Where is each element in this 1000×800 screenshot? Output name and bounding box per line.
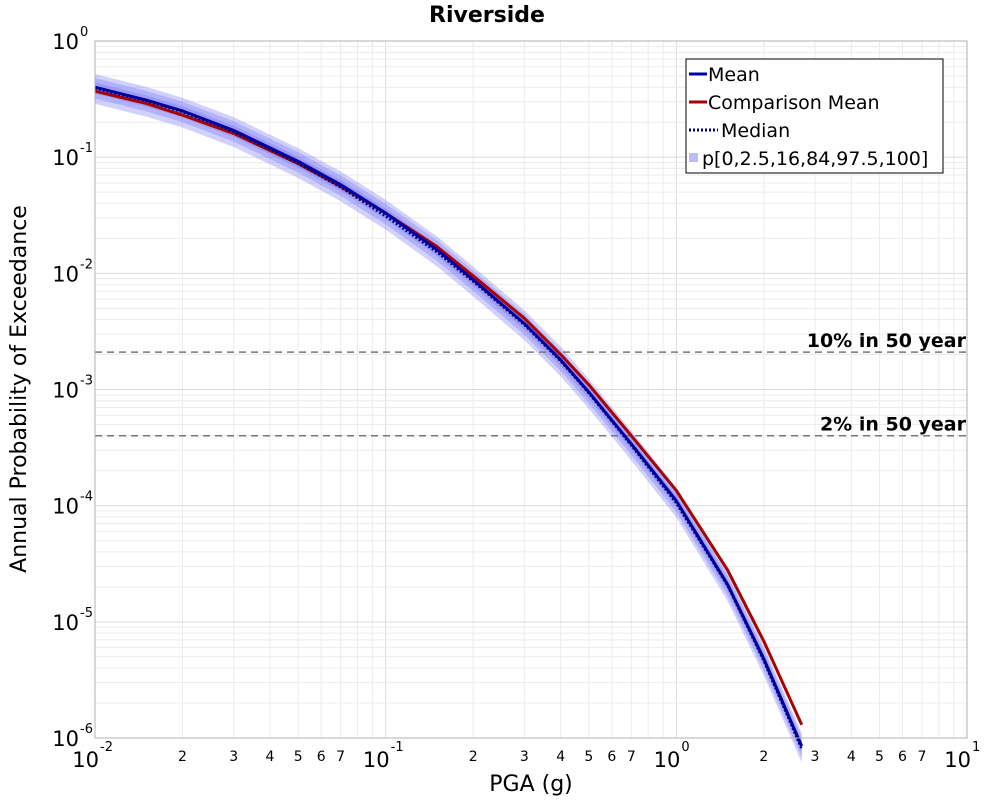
plot-frame [94, 40, 968, 739]
x-minor-tick-label: 4 [847, 749, 856, 765]
legend: Mean Comparison Mean Median p[0,2.5,16,8… [685, 58, 944, 174]
x-minor-tick-label: 7 [918, 749, 927, 765]
x-minor-tick-label: 5 [294, 749, 303, 765]
legend-median-label: Median [721, 120, 790, 142]
legend-box [685, 58, 944, 174]
x-minor-tick-label: 6 [317, 749, 326, 765]
x-minor-tick-label: 7 [336, 749, 345, 765]
series-line-median [94, 87, 803, 750]
y-major-tick-exponent: -4 [80, 490, 93, 505]
y-axis-label: Annual Probability of Exceedance [7, 205, 32, 573]
x-minor-tick-label: 6 [898, 749, 907, 765]
x-minor-tick-label: 6 [607, 749, 616, 765]
x-major-tick-exponent: -2 [100, 740, 113, 755]
reference-lines: 10% in 50 year 2% in 50 year [95, 330, 967, 437]
x-minor-tick-label: 3 [811, 749, 820, 765]
y-major-tick-label: 10 [52, 727, 79, 751]
x-minor-tick-label: 2 [178, 749, 187, 765]
x-minor-tick-label: 4 [556, 749, 565, 765]
x-minor-tick-label: 2 [759, 749, 768, 765]
x-axis-label: PGA (g) [489, 772, 573, 797]
grid-lines [94, 41, 967, 739]
x-minor-tick-label: 5 [875, 749, 884, 765]
series-lines [94, 85, 804, 750]
legend-mean-label: Mean [708, 64, 760, 86]
reference-line-label: 10% in 50 year [807, 330, 967, 352]
x-minor-tick-label: 3 [520, 749, 529, 765]
y-major-tick-exponent: -2 [80, 257, 93, 272]
legend-percentile-swatch [689, 153, 698, 162]
x-major-tick-label: 10 [72, 748, 99, 772]
x-minor-tick-label: 5 [584, 749, 593, 765]
y-major-tick-label: 10 [52, 611, 79, 635]
x-major-tick-label: 10 [944, 748, 971, 772]
series-line-comparison-mean [94, 89, 804, 726]
x-major-tick-label: 10 [363, 748, 390, 772]
y-major-tick-exponent: 0 [80, 25, 88, 40]
x-major-tick-label: 10 [654, 748, 681, 772]
x-major-tick-exponent: -1 [391, 740, 404, 755]
y-major-tick-exponent: -5 [80, 606, 93, 621]
y-major-tick-label: 10 [52, 262, 79, 286]
x-major-tick-exponent: 0 [681, 740, 689, 755]
y-major-tick-exponent: -3 [80, 374, 93, 389]
y-major-tick-label: 10 [52, 146, 79, 170]
y-major-tick-label: 10 [52, 495, 79, 519]
y-major-tick-label: 10 [52, 30, 79, 54]
x-minor-tick-label: 4 [266, 749, 275, 765]
legend-percentile-label: p[0,2.5,16,84,97.5,100] [702, 148, 928, 170]
y-major-tick-exponent: -1 [80, 141, 93, 156]
x-minor-tick-label: 7 [627, 749, 636, 765]
reference-line-label: 2% in 50 year [820, 414, 967, 436]
y-major-tick-exponent: -6 [80, 722, 93, 737]
x-major-tick-exponent: 1 [972, 740, 980, 755]
x-minor-tick-label: 2 [469, 749, 478, 765]
y-major-tick-label: 10 [52, 379, 79, 403]
legend-comparison-mean-label: Comparison Mean [708, 92, 880, 114]
x-minor-tick-label: 3 [229, 749, 238, 765]
chart-title: Riverside [429, 3, 545, 28]
